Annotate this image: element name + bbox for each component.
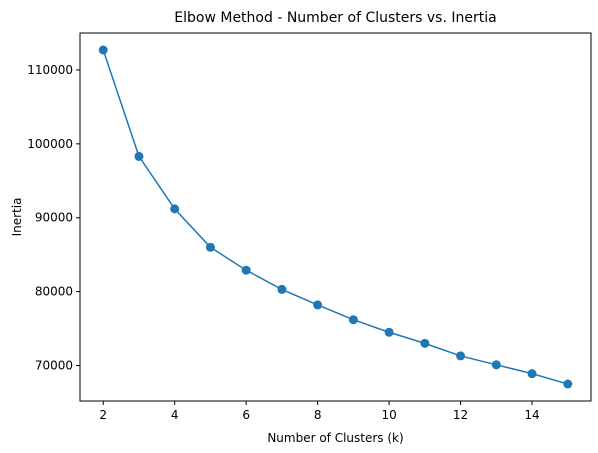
x-tick-label: 8 <box>314 408 322 422</box>
y-tick-label: 100000 <box>27 137 73 151</box>
data-point <box>98 45 108 55</box>
data-point <box>420 338 430 348</box>
data-point <box>491 360 501 370</box>
x-tick-label: 6 <box>242 408 250 422</box>
y-tick-label: 80000 <box>35 285 73 299</box>
data-point <box>205 242 215 252</box>
x-axis-ticks: 2 4 6 8 10 12 14 <box>99 401 540 422</box>
data-point <box>456 351 466 361</box>
data-point <box>563 379 573 389</box>
data-point <box>134 151 144 161</box>
data-point <box>313 300 323 310</box>
x-tick-label: 14 <box>524 408 539 422</box>
series-line <box>102 49 568 385</box>
y-axis-label: Inertia <box>10 198 24 237</box>
y-tick-label: 70000 <box>35 359 73 373</box>
x-tick-label: 12 <box>453 408 468 422</box>
y-tick-label: 90000 <box>35 211 73 225</box>
y-axis-ticks: 70000 80000 90000 100000 110000 <box>27 63 80 373</box>
data-point <box>384 327 394 337</box>
x-tick-label: 10 <box>381 408 396 422</box>
data-point <box>241 265 251 275</box>
y-tick-label: 110000 <box>27 63 73 77</box>
x-tick-label: 2 <box>99 408 107 422</box>
x-axis-label: Number of Clusters (k) <box>267 431 403 445</box>
chart-title: Elbow Method - Number of Clusters vs. In… <box>174 10 496 26</box>
plot-area <box>79 32 592 402</box>
data-point <box>277 284 287 294</box>
x-tick-label: 4 <box>171 408 179 422</box>
data-point <box>348 315 358 325</box>
data-series <box>98 45 573 389</box>
data-point <box>170 204 180 214</box>
data-point <box>527 369 537 379</box>
